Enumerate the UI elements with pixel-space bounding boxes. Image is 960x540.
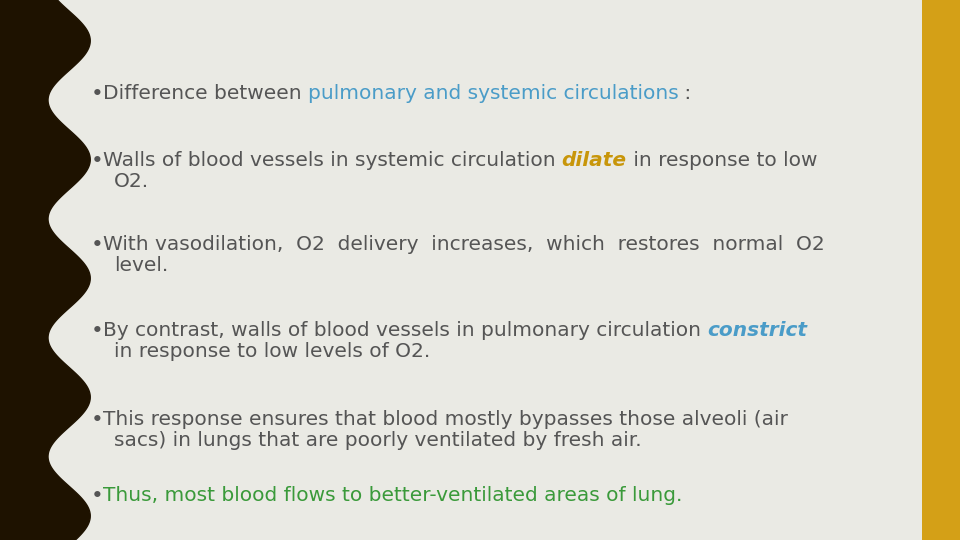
Text: •: • <box>91 321 104 341</box>
Text: •: • <box>91 235 104 255</box>
Polygon shape <box>0 0 90 540</box>
Text: Thus, most blood flows to better-ventilated areas of lung.: Thus, most blood flows to better-ventila… <box>103 486 683 505</box>
Text: pulmonary and systemic circulations: pulmonary and systemic circulations <box>308 84 679 103</box>
Text: •: • <box>91 151 104 171</box>
Text: •: • <box>91 486 104 506</box>
Text: With vasodilation,  O2  delivery  increases,  which  restores  normal  O2: With vasodilation, O2 delivery increases… <box>103 235 825 254</box>
Text: O2.: O2. <box>114 172 150 191</box>
Bar <box>922 0 960 540</box>
Text: level.: level. <box>114 256 169 275</box>
Text: in response to low levels of O2.: in response to low levels of O2. <box>114 342 430 361</box>
Text: Difference between: Difference between <box>103 84 308 103</box>
Text: By contrast, walls of blood vessels in pulmonary circulation: By contrast, walls of blood vessels in p… <box>103 321 708 340</box>
Text: This response ensures that blood mostly bypasses those alveoli (air: This response ensures that blood mostly … <box>103 410 787 429</box>
Text: in response to low: in response to low <box>627 151 817 170</box>
Text: •: • <box>91 410 104 430</box>
Text: Walls of blood vessels in systemic circulation: Walls of blood vessels in systemic circu… <box>103 151 562 170</box>
Text: •: • <box>91 84 104 104</box>
Text: constrict: constrict <box>708 321 807 340</box>
Text: dilate: dilate <box>562 151 627 170</box>
Text: :: : <box>679 84 692 103</box>
Text: sacs) in lungs that are poorly ventilated by fresh air.: sacs) in lungs that are poorly ventilate… <box>114 431 642 450</box>
